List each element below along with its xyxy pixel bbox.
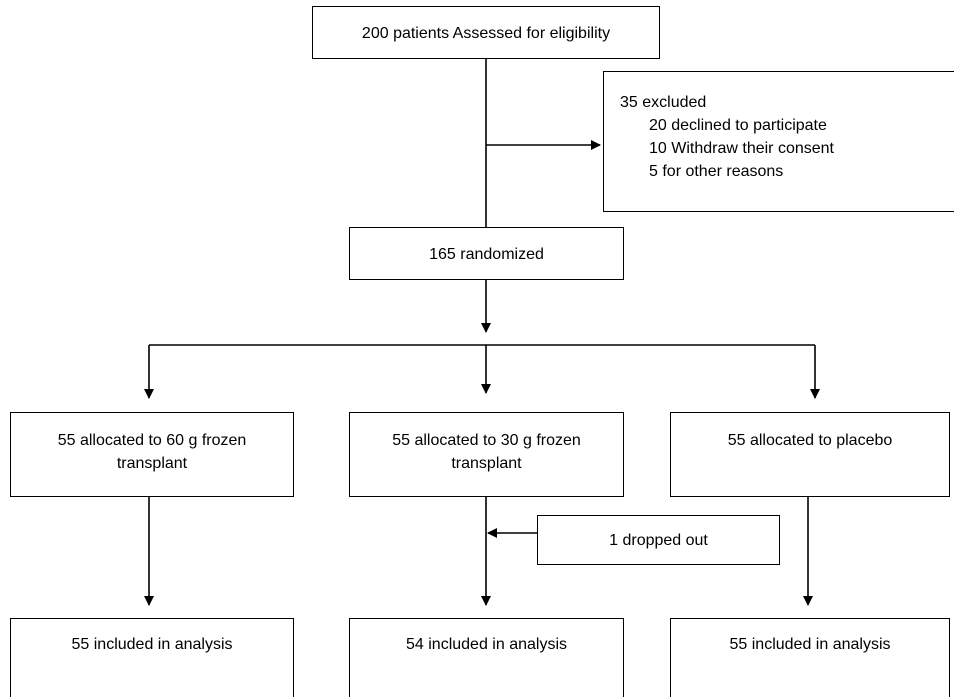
assessment-box: 200 patients Assessed for eligibility xyxy=(312,6,660,59)
exclusion-box: 35 excluded 20 declined to participate 1… xyxy=(603,71,954,212)
arm-analysis-label: 55 included in analysis xyxy=(729,636,891,653)
dropout-box: 1 dropped out xyxy=(537,515,780,565)
arm-allocation-box-3: 55 allocated to placebo xyxy=(670,412,950,497)
randomized-label: 165 randomized xyxy=(429,246,544,263)
arm-analysis-box-3: 55 included in analysis xyxy=(670,618,950,697)
arm-allocation-label: 55 allocated to 30 g frozen transplant xyxy=(392,432,581,472)
randomized-box: 165 randomized xyxy=(349,227,624,280)
exclusion-reason: 5 for other reasons xyxy=(649,163,784,180)
exclusion-heading: 35 excluded xyxy=(620,94,707,111)
arm-allocation-label: 55 allocated to 60 g frozen transplant xyxy=(57,432,247,472)
exclusion-reason: 10 Withdraw their consent xyxy=(649,140,834,157)
arm-analysis-box-2: 54 included in analysis xyxy=(349,618,624,697)
assessment-label: 200 patients Assessed for eligibility xyxy=(361,25,611,42)
arm-allocation-box-2: 55 allocated to 30 g frozen transplant xyxy=(349,412,624,497)
arm-analysis-box-1: 55 included in analysis xyxy=(10,618,294,697)
arm-allocation-box-1: 55 allocated to 60 g frozen transplant xyxy=(10,412,294,497)
exclusion-reason: 20 declined to participate xyxy=(649,117,827,134)
dropout-label: 1 dropped out xyxy=(609,532,708,549)
arm-analysis-label: 54 included in analysis xyxy=(406,636,567,653)
arm-analysis-label: 55 included in analysis xyxy=(71,636,233,653)
arm-allocation-label: 55 allocated to placebo xyxy=(727,432,893,449)
